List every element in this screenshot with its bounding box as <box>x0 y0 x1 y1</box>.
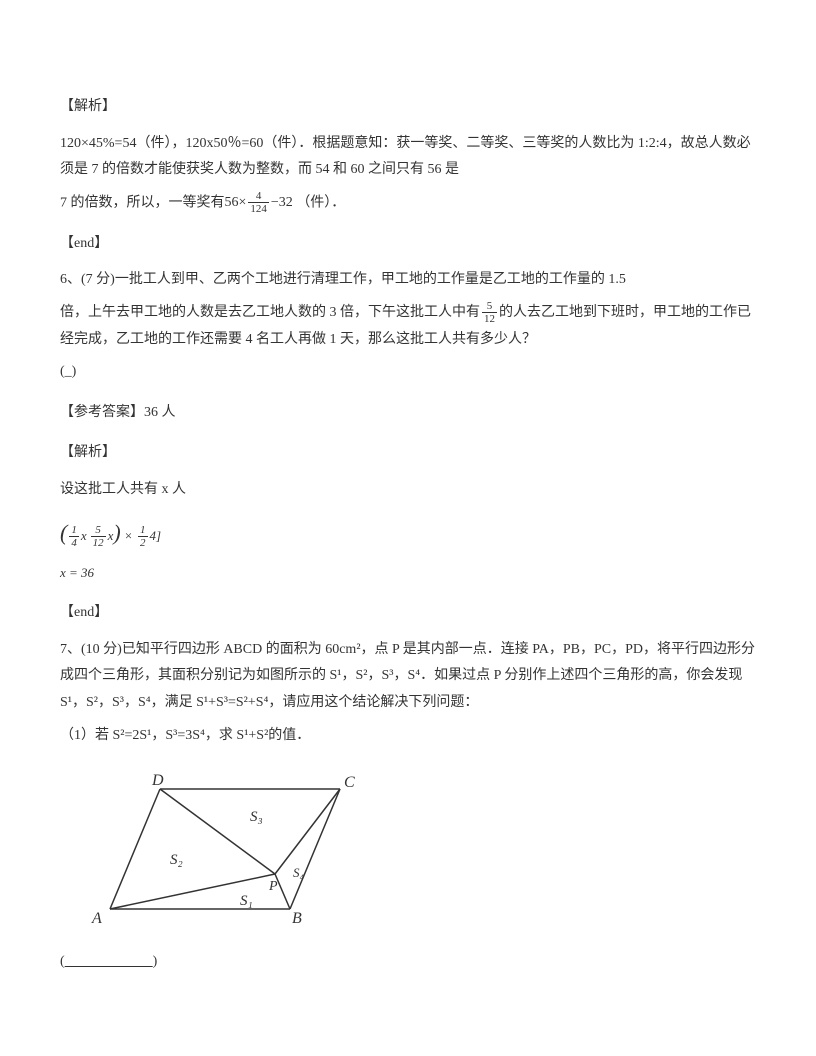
formula-1-right: −32 <box>271 195 293 210</box>
analysis-label-2: 【解析】 <box>60 440 756 467</box>
formula-2-num: 5 <box>482 300 497 313</box>
page-content: 【解析】 120×45%=54（件），120x50％=60（件）．根据题意知：获… <box>0 0 816 1042</box>
blank-underline <box>65 954 153 969</box>
svg-text:S₄: S₄ <box>293 865 305 880</box>
svg-text:A: A <box>91 910 102 927</box>
question-6-blank: (_) <box>60 359 756 386</box>
parallelogram-diagram: A B C D P S₁ S₂ S₃ S₄ <box>80 759 380 939</box>
answer-label-6: 【参考答案】36 人 <box>60 400 756 427</box>
svg-text:B: B <box>292 910 302 927</box>
eq1-f3-num: 1 <box>138 524 148 537</box>
end-marker-1: 【end】 <box>60 231 756 258</box>
question-7-blank: ( ) <box>60 949 756 976</box>
formula-2-frac: 512 <box>482 300 497 325</box>
question-6-line-b: 倍，上午去甲工地的人数是去乙工地人数的 3 倍，下午这批工人中有512的人去乙工… <box>60 300 756 353</box>
formula-1-left: 56× <box>225 195 247 210</box>
formula-1: 56×4124−32 <box>225 190 293 217</box>
equation-2: x = 36 <box>60 561 756 586</box>
svg-text:S₃: S₃ <box>250 809 263 825</box>
analysis-1-text-a: 120×45%=54（件），120x50％=60（件）．根据题意知：获一等奖、二… <box>60 131 756 184</box>
analysis-1-text-b: 7 的倍数，所以，一等奖有56×4124−32 （件）． <box>60 190 756 217</box>
svg-text:P: P <box>268 879 278 894</box>
analysis-label-1: 【解析】 <box>60 94 756 121</box>
formula-1-frac: 4124 <box>248 190 269 215</box>
text-prefix: 7 的倍数，所以，一等奖有 <box>60 195 225 210</box>
svg-text:S₁: S₁ <box>240 893 253 909</box>
svg-text:C: C <box>344 774 355 791</box>
question-7-text: 7、(10 分)已知平行四边形 ABCD 的面积为 60cm²，点 P 是其内部… <box>60 637 756 717</box>
text-suffix: （件）． <box>296 195 345 210</box>
q6-b-pre: 倍，上午去甲工地的人数是去乙工地人数的 3 倍，下午这批工人中有 <box>60 305 480 320</box>
eq1-f3-den: 2 <box>138 537 148 549</box>
formula-1-den: 124 <box>248 203 269 215</box>
formula-2-den: 12 <box>482 313 497 325</box>
question-7-sub1: （1）若 S²=2S¹，S³=3S⁴，求 S¹+S²的值． <box>60 723 756 750</box>
svg-text:S₂: S₂ <box>170 852 183 868</box>
formula-1-num: 4 <box>248 190 269 203</box>
end-marker-2: 【end】 <box>60 600 756 627</box>
eq1-tail: 4] <box>150 528 162 543</box>
analysis-2-text: 设这批工人共有 x 人 <box>60 477 756 504</box>
svg-text:D: D <box>151 772 164 789</box>
question-6-line-a: 6、(7 分)一批工人到甲、乙两个工地进行清理工作，甲工地的工作量是乙工地的工作… <box>60 267 756 294</box>
equation-1: (14x512x) × 124] <box>60 512 756 554</box>
